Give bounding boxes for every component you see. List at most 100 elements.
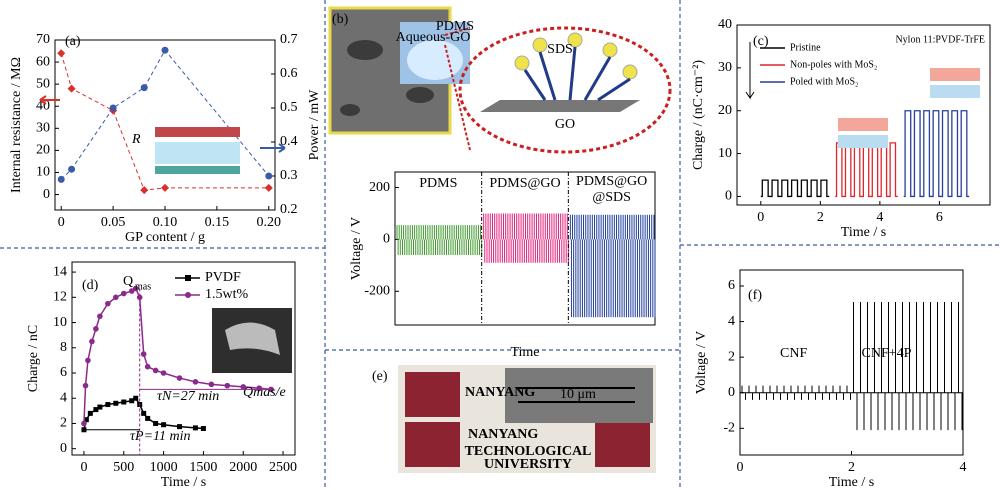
sds-tails bbox=[523, 46, 631, 102]
marker bbox=[161, 46, 169, 54]
y-tick-label: 12 bbox=[53, 290, 67, 305]
y-tick-label: 200 bbox=[369, 180, 390, 195]
marker bbox=[200, 426, 206, 432]
legend-marker bbox=[185, 292, 191, 298]
device-inset bbox=[930, 85, 980, 98]
y-tick-label: 14 bbox=[53, 264, 67, 279]
panel-label: (b) bbox=[332, 12, 349, 27]
plot-frame bbox=[736, 24, 991, 206]
crest bbox=[405, 372, 460, 417]
marker bbox=[140, 351, 147, 357]
x-tick-label: 2000 bbox=[229, 460, 257, 475]
x-tick-label: 0 bbox=[757, 210, 764, 225]
legend-marker bbox=[185, 275, 191, 281]
y2-axis-label: Power / mW bbox=[307, 89, 322, 161]
x-tick-label: 1000 bbox=[150, 460, 178, 475]
y2-tick-label: 0.6 bbox=[280, 66, 298, 81]
marker bbox=[120, 290, 127, 297]
x-axis-label: Time / s bbox=[841, 225, 886, 240]
x-tick-label: 2 bbox=[848, 460, 855, 475]
y2-tick-label: 0.4 bbox=[280, 134, 298, 149]
marker bbox=[192, 425, 198, 431]
y-tick-label: 10 bbox=[718, 146, 732, 161]
y-tick-label: 8 bbox=[60, 340, 67, 355]
marker bbox=[93, 407, 99, 413]
x-tick-label: 2500 bbox=[269, 460, 297, 475]
zoom-line bbox=[444, 27, 471, 36]
legend-label: Pristine bbox=[790, 42, 821, 53]
marker bbox=[133, 395, 139, 401]
x-tick-label: 0 bbox=[58, 215, 65, 230]
y-tick-label: 0 bbox=[728, 385, 735, 400]
marker bbox=[153, 420, 159, 426]
y-axis-label: Charge / (nC·cm⁻²) bbox=[691, 60, 706, 170]
marker bbox=[67, 84, 76, 93]
pore bbox=[406, 87, 434, 103]
illustration-label: PDMS bbox=[436, 19, 474, 34]
trend-line bbox=[60, 53, 269, 191]
zoom-ellipse bbox=[458, 26, 672, 154]
marker bbox=[265, 172, 273, 180]
arrow bbox=[260, 143, 286, 153]
marker bbox=[68, 165, 76, 173]
marker bbox=[160, 370, 167, 376]
square-wave bbox=[903, 110, 970, 198]
x-tick-label: 0 bbox=[737, 460, 744, 475]
x-tick-label: 0.10 bbox=[153, 215, 178, 230]
pore bbox=[347, 40, 383, 60]
y-tick-label: 0 bbox=[383, 232, 390, 247]
arrow bbox=[39, 95, 60, 105]
y-tick-label: 2 bbox=[728, 349, 735, 364]
go-sheet bbox=[480, 100, 640, 112]
sem-cross-section bbox=[505, 368, 653, 423]
marker bbox=[224, 382, 231, 389]
y-tick-label: 50 bbox=[36, 76, 50, 91]
legend-label: Poled with MoS₂ bbox=[790, 76, 859, 87]
droplet bbox=[407, 40, 463, 80]
crest bbox=[405, 422, 460, 467]
y2-tick-label: 0.5 bbox=[280, 100, 298, 115]
y2-tick-label: 0.7 bbox=[280, 32, 298, 47]
y-tick-label: 6 bbox=[60, 365, 67, 380]
y-tick-label: 30 bbox=[36, 121, 50, 136]
marker bbox=[105, 402, 111, 408]
marker bbox=[128, 288, 135, 294]
annotation: τN=27 min bbox=[157, 389, 219, 404]
x-tick-label: 6 bbox=[936, 210, 943, 225]
y2-tick-label: 0.3 bbox=[280, 168, 298, 183]
arrow bbox=[745, 42, 755, 100]
segment-label: CNF+4P bbox=[862, 346, 912, 361]
y-axis-label: Internal resistance / MΩ bbox=[9, 57, 24, 193]
segment-label: PDMS@GO @SDS bbox=[576, 174, 647, 205]
y-tick-label: 30 bbox=[718, 60, 732, 75]
x-tick-label: 4 bbox=[876, 210, 883, 225]
square-wave bbox=[835, 142, 898, 198]
marker bbox=[85, 357, 91, 364]
x-tick-label: 0.15 bbox=[205, 215, 230, 230]
marker bbox=[82, 382, 89, 389]
marker bbox=[161, 422, 167, 428]
device-inset bbox=[930, 68, 980, 81]
device-inset bbox=[838, 118, 888, 131]
marker bbox=[109, 104, 117, 112]
device-layer bbox=[155, 166, 240, 174]
annotation: τP=11 min bbox=[130, 429, 190, 444]
panel-label: (f) bbox=[748, 288, 762, 303]
annotation: Q bbox=[123, 274, 133, 289]
x-tick-label: 0.05 bbox=[101, 215, 126, 230]
device-layer bbox=[155, 142, 240, 164]
y-tick-label: 6 bbox=[728, 278, 735, 293]
marker bbox=[240, 384, 247, 390]
y-tick-label: 20 bbox=[36, 143, 50, 158]
inset-label: R bbox=[131, 132, 141, 147]
y2-tick-label: 0.2 bbox=[280, 202, 298, 217]
sds-heads bbox=[514, 32, 638, 80]
marker bbox=[192, 379, 199, 385]
y-tick-label: 4 bbox=[60, 390, 67, 405]
y-tick-label: -200 bbox=[364, 284, 390, 299]
legend-label: 1.5wt% bbox=[205, 287, 249, 302]
y-tick-label: -2 bbox=[723, 421, 735, 436]
y-tick-label: 0 bbox=[725, 189, 732, 204]
marker bbox=[97, 404, 103, 410]
y-tick-label: 70 bbox=[36, 32, 50, 47]
